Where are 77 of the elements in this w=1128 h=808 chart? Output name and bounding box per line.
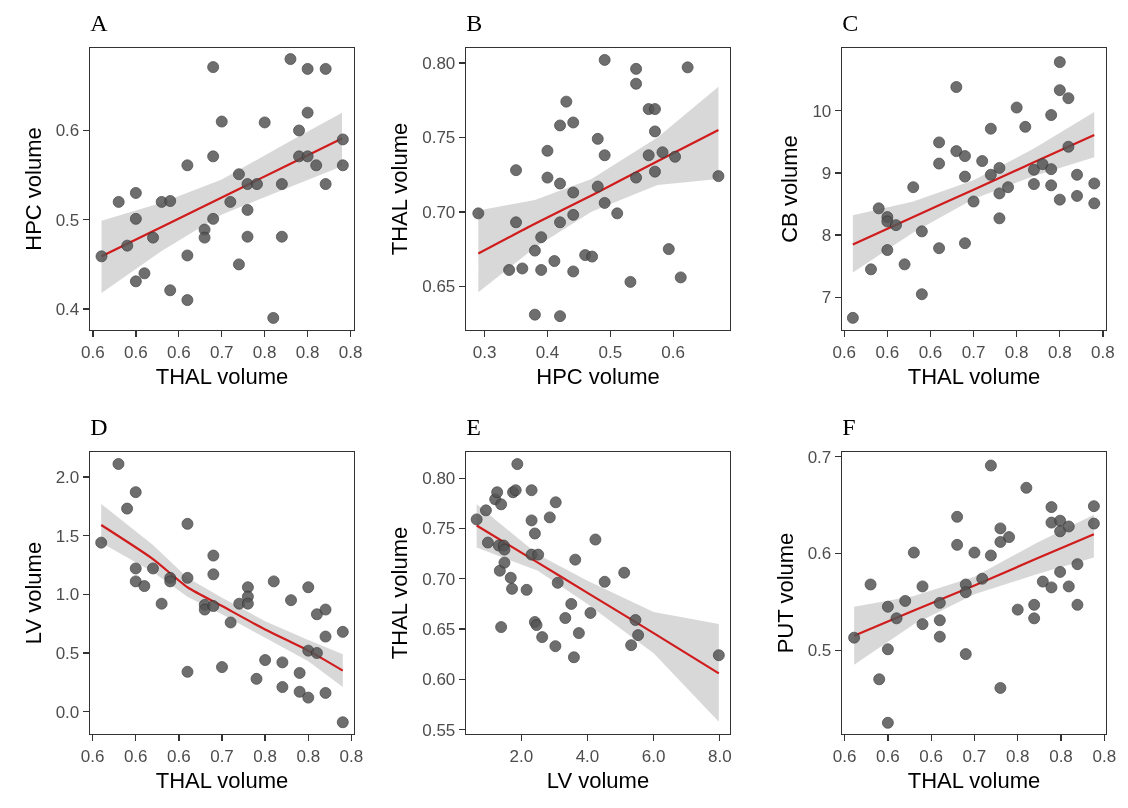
x-tick-label: 0.7 bbox=[961, 342, 986, 362]
y-tick-label: 0.5 bbox=[55, 210, 80, 230]
x-tick-label: 0.8 bbox=[1091, 342, 1115, 362]
x-tick-label: 0.8 bbox=[339, 746, 364, 766]
y-tick-label: 0.75 bbox=[422, 128, 456, 148]
y-tick-label: 10 bbox=[812, 101, 832, 121]
x-axis-title: THAL volume bbox=[907, 768, 1041, 794]
x-tick-label: 0.5 bbox=[598, 342, 623, 362]
y-tick-label: 0.7 bbox=[807, 447, 832, 467]
x-tick-label: 0.6 bbox=[167, 746, 191, 766]
chart-title: D bbox=[90, 413, 108, 440]
x-tick-label: 0.6 bbox=[661, 342, 685, 362]
x-tick-label: 0.7 bbox=[209, 342, 234, 362]
y-tick-label: 0.60 bbox=[422, 670, 456, 690]
x-tick-label: 0.6 bbox=[876, 746, 900, 766]
y-tick-label: 7 bbox=[821, 288, 832, 308]
x-tick-label: 0.8 bbox=[1049, 746, 1073, 766]
x-tick-label: 0.6 bbox=[81, 342, 105, 362]
y-tick-label: 8 bbox=[821, 226, 832, 246]
y-tick-label: 0.65 bbox=[422, 620, 456, 640]
y-tick-label: 1.0 bbox=[55, 585, 80, 605]
x-tick-label: 8.0 bbox=[707, 746, 732, 766]
chart-title: C bbox=[842, 9, 859, 36]
x-tick-label: 0.7 bbox=[210, 746, 234, 766]
x-tick-label: 0.8 bbox=[1005, 746, 1030, 766]
x-tick-label: 0.8 bbox=[296, 746, 321, 766]
y-axis-title: HPC volume bbox=[20, 127, 46, 251]
x-tick-label: 0.6 bbox=[123, 746, 148, 766]
y-tick-label: 0.70 bbox=[422, 202, 456, 222]
x-tick-label: 6.0 bbox=[641, 746, 666, 766]
y-tick-label: 0.6 bbox=[55, 121, 80, 141]
x-tick-label: 0.3 bbox=[472, 342, 497, 362]
y-axis-title: PUT volume bbox=[772, 532, 798, 654]
y-tick-label: 0.55 bbox=[422, 720, 456, 740]
y-axis-title: THAL volume bbox=[387, 526, 413, 660]
y-tick-label: 0.70 bbox=[422, 569, 456, 589]
y-tick-label: 0.4 bbox=[55, 299, 80, 319]
y-tick-label: 0.80 bbox=[422, 469, 456, 489]
y-axis-title: CB volume bbox=[777, 135, 803, 243]
x-tick-label: 0.7 bbox=[962, 746, 987, 766]
x-tick-label: 0.8 bbox=[338, 342, 363, 362]
x-axis-title: THAL volume bbox=[155, 768, 289, 794]
y-tick-label: 1.5 bbox=[55, 526, 80, 546]
chart-title: A bbox=[90, 9, 109, 36]
x-axis-title: LV volume bbox=[546, 768, 650, 794]
y-tick-label: 0.6 bbox=[807, 544, 832, 564]
x-axis-title: THAL volume bbox=[907, 364, 1041, 390]
x-tick-label: 0.8 bbox=[252, 342, 277, 362]
x-tick-label: 0.4 bbox=[535, 342, 560, 362]
y-tick-label: 0.5 bbox=[807, 641, 832, 661]
y-tick-label: 9 bbox=[821, 163, 832, 183]
y-tick-label: 2.0 bbox=[55, 467, 80, 487]
chart-title: E bbox=[466, 413, 481, 440]
y-tick-label: 0.5 bbox=[55, 643, 80, 663]
x-tick-label: 0.8 bbox=[1004, 342, 1029, 362]
x-tick-label: 2.0 bbox=[509, 746, 534, 766]
x-tick-label: 4.0 bbox=[575, 746, 600, 766]
y-axis-title: LV volume bbox=[20, 541, 46, 645]
x-tick-label: 0.8 bbox=[1092, 746, 1117, 766]
x-axis-title: THAL volume bbox=[155, 364, 289, 390]
x-tick-label: 0.8 bbox=[295, 342, 320, 362]
x-tick-label: 0.6 bbox=[918, 342, 943, 362]
y-tick-label: 0.75 bbox=[422, 519, 456, 539]
x-tick-label: 0.6 bbox=[919, 746, 943, 766]
x-axis-title: HPC volume bbox=[536, 364, 660, 390]
x-tick-label: 0.6 bbox=[80, 746, 105, 766]
y-axis-title: THAL volume bbox=[387, 122, 413, 256]
y-tick-label: 0.0 bbox=[55, 702, 80, 722]
chart-title: F bbox=[842, 413, 856, 440]
chart-title: B bbox=[466, 9, 483, 36]
x-tick-label: 0.6 bbox=[875, 342, 900, 362]
x-tick-label: 0.8 bbox=[1047, 342, 1072, 362]
x-tick-label: 0.6 bbox=[124, 342, 148, 362]
x-tick-label: 0.6 bbox=[166, 342, 191, 362]
y-tick-label: 0.65 bbox=[422, 277, 456, 297]
y-tick-label: 0.80 bbox=[422, 53, 456, 73]
x-tick-label: 0.8 bbox=[253, 746, 277, 766]
